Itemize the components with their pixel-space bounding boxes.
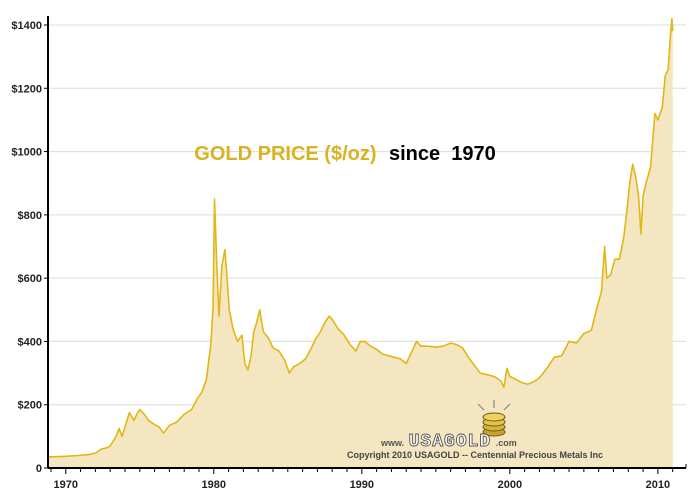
y-tick-label: $800 bbox=[18, 210, 42, 222]
y-tick-label: $400 bbox=[18, 336, 42, 348]
website-prefix: www. bbox=[380, 438, 404, 448]
y-tick-label: 0 bbox=[36, 463, 42, 475]
price-area-fill bbox=[48, 18, 673, 468]
y-tick-label: $1400 bbox=[11, 20, 42, 32]
chart-title: GOLD PRICE ($/oz) since 1970 bbox=[194, 143, 495, 165]
x-axis-ticks: 1970 1980 1990 2000 2010 bbox=[50, 468, 674, 491]
chart-title-black: since 1970 bbox=[389, 143, 496, 165]
y-tick-label: $200 bbox=[18, 400, 42, 412]
x-tick-label: 2010 bbox=[646, 479, 670, 491]
x-tick-label: 1990 bbox=[350, 479, 374, 491]
y-tick-label: $1000 bbox=[11, 147, 42, 159]
x-tick-label: 1970 bbox=[54, 479, 78, 491]
grid-lines bbox=[48, 24, 686, 406]
copyright-text: Copyright 2010 USAGOLD -- Centennial Pre… bbox=[347, 450, 603, 460]
website-suffix: .com bbox=[496, 438, 517, 448]
price-area-layer bbox=[47, 17, 674, 468]
coin-stack-icon bbox=[477, 400, 511, 437]
y-tick-label: $1200 bbox=[11, 83, 42, 95]
x-tick-label: 2000 bbox=[498, 479, 522, 491]
website-label: www. USAGOLD .com bbox=[380, 432, 517, 452]
y-axis-ticks: 0 $200 $400 $600 $800 $1000 $1200 $1400 bbox=[11, 20, 48, 475]
price-line bbox=[47, 17, 674, 458]
y-tick-label: $600 bbox=[18, 273, 42, 285]
x-tick-label: 1980 bbox=[202, 479, 226, 491]
chart-title-gold: GOLD PRICE ($/oz) bbox=[194, 143, 376, 165]
watermark: www. USAGOLD .com Copyright 2010 USAGOLD… bbox=[347, 400, 603, 460]
website-brand: USAGOLD bbox=[409, 432, 492, 452]
